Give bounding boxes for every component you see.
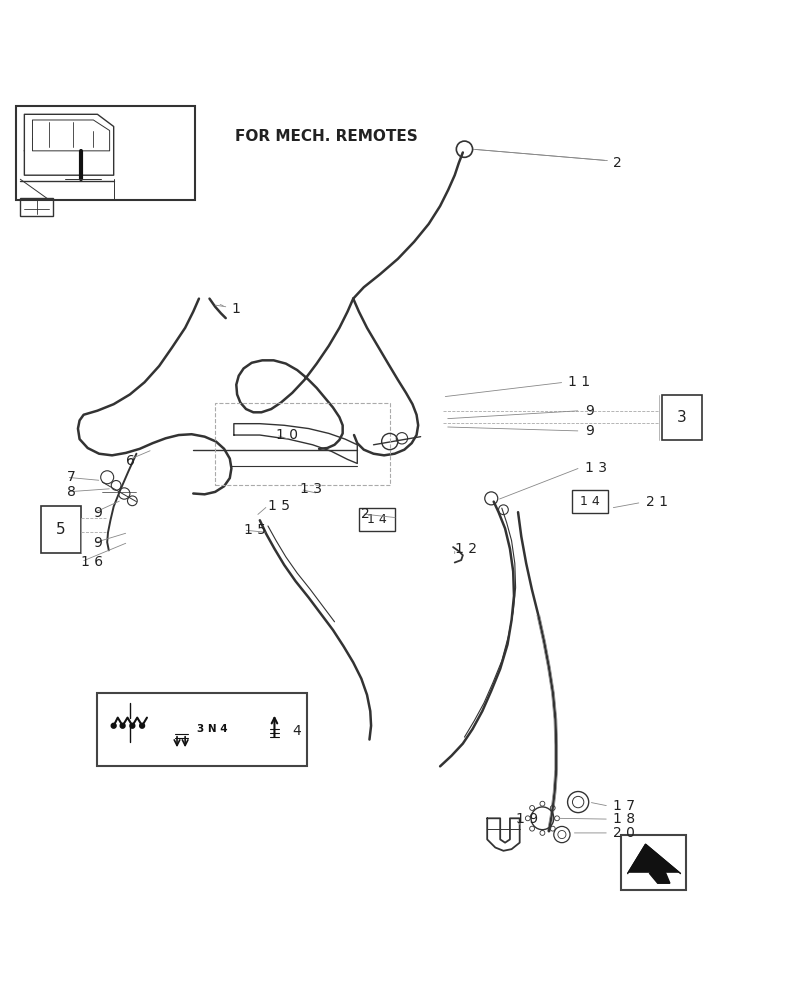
Text: 1 8: 1 8 xyxy=(612,812,634,826)
Text: 9: 9 xyxy=(93,536,102,550)
Circle shape xyxy=(111,723,116,728)
Circle shape xyxy=(130,723,135,728)
Text: 6: 6 xyxy=(126,454,135,468)
Text: 7: 7 xyxy=(67,470,75,484)
Bar xyxy=(358,508,395,531)
Circle shape xyxy=(139,723,144,728)
Bar xyxy=(571,490,607,513)
Text: 2 1: 2 1 xyxy=(645,495,667,509)
Text: 1 2: 1 2 xyxy=(454,542,476,556)
Text: 1 3: 1 3 xyxy=(584,461,606,475)
Polygon shape xyxy=(649,861,669,883)
Text: 1 0: 1 0 xyxy=(276,428,298,442)
Text: 1 5: 1 5 xyxy=(268,499,290,513)
Text: 3 N 4: 3 N 4 xyxy=(197,724,228,734)
Text: 1 5: 1 5 xyxy=(243,523,265,537)
Polygon shape xyxy=(627,874,680,882)
Bar xyxy=(215,403,389,485)
Text: 1 4: 1 4 xyxy=(367,513,387,526)
Text: 1 1: 1 1 xyxy=(568,375,590,389)
Bar xyxy=(41,506,81,553)
Text: 2: 2 xyxy=(612,156,621,170)
Polygon shape xyxy=(627,844,680,874)
Text: 5: 5 xyxy=(56,522,66,537)
Text: 2: 2 xyxy=(361,507,370,521)
Text: 4: 4 xyxy=(292,724,301,738)
Circle shape xyxy=(120,723,125,728)
Bar xyxy=(620,835,685,890)
Text: 1 3: 1 3 xyxy=(300,482,322,496)
Bar xyxy=(16,106,195,200)
Text: 9: 9 xyxy=(584,424,593,438)
Text: 9: 9 xyxy=(93,506,102,520)
Bar xyxy=(20,198,53,216)
Text: 3: 3 xyxy=(676,410,686,425)
Text: 2 0: 2 0 xyxy=(612,826,634,840)
Text: 8: 8 xyxy=(67,485,75,499)
Text: 1 6: 1 6 xyxy=(81,555,103,569)
Bar xyxy=(661,395,702,440)
Bar xyxy=(97,693,307,766)
Text: 1 7: 1 7 xyxy=(612,799,634,813)
Text: 9: 9 xyxy=(584,404,593,418)
Text: 1 4: 1 4 xyxy=(579,495,599,508)
Text: 1: 1 xyxy=(231,302,240,316)
Text: 1 9: 1 9 xyxy=(515,812,537,826)
Text: FOR MECH. REMOTES: FOR MECH. REMOTES xyxy=(235,129,418,144)
